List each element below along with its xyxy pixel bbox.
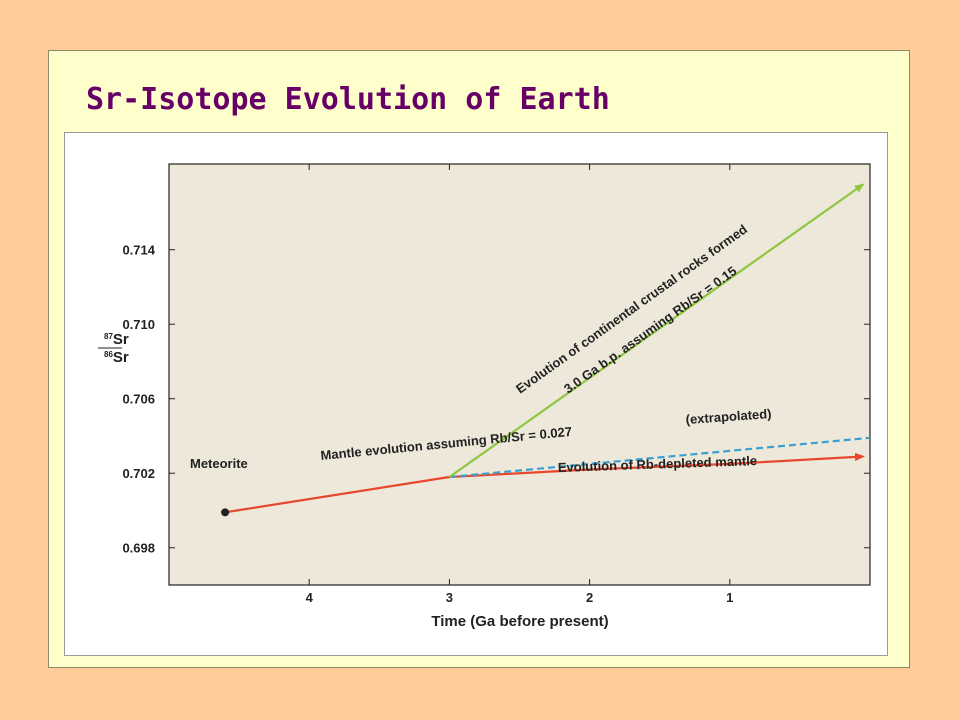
extrapolated-label: (extrapolated): [685, 406, 772, 427]
y-axis: 0.698 0.702 0.706 0.710 0.714: [122, 243, 870, 556]
meteorite-label: Meteorite: [190, 456, 248, 471]
meteorite-point: [221, 508, 230, 517]
sr-evolution-chart: 0.698 0.702 0.706 0.710 0.714 4 3 2 1 87Sr 86Sr…: [98, 163, 871, 630]
y-tick-label: 0.710: [122, 317, 155, 332]
x-tick-label: 1: [726, 590, 733, 605]
x-tick-label: 3: [446, 590, 453, 605]
y-label-bottom: 86Sr: [104, 349, 129, 366]
y-tick-label: 0.702: [122, 466, 155, 481]
depleted-label: Evolution of Rb-depleted mantle: [558, 453, 758, 475]
x-tick-label: 4: [306, 590, 314, 605]
y-axis-label: 87Sr 86Sr: [98, 331, 129, 366]
mantle-series-line: [224, 475, 450, 514]
extrapolated-series-line: [449, 436, 871, 479]
y-label-top-element: Sr: [113, 331, 129, 348]
depleted-series-line: [449, 452, 865, 479]
x-axis-label: Time (Ga before present): [431, 613, 608, 630]
y-tick-label: 0.706: [122, 392, 155, 407]
plot-area: [168, 163, 871, 586]
y-tick-label: 0.714: [122, 243, 155, 258]
x-tick-label: 2: [586, 590, 593, 605]
y-tick-label: 0.698: [122, 541, 155, 556]
slide-title: Sr-Isotope Evolution of Earth: [86, 82, 610, 117]
y-label-top: 87Sr: [104, 331, 129, 348]
crustal-series-line: [448, 183, 865, 478]
series-layer: [224, 183, 871, 514]
x-axis: 4 3 2 1: [306, 164, 733, 605]
